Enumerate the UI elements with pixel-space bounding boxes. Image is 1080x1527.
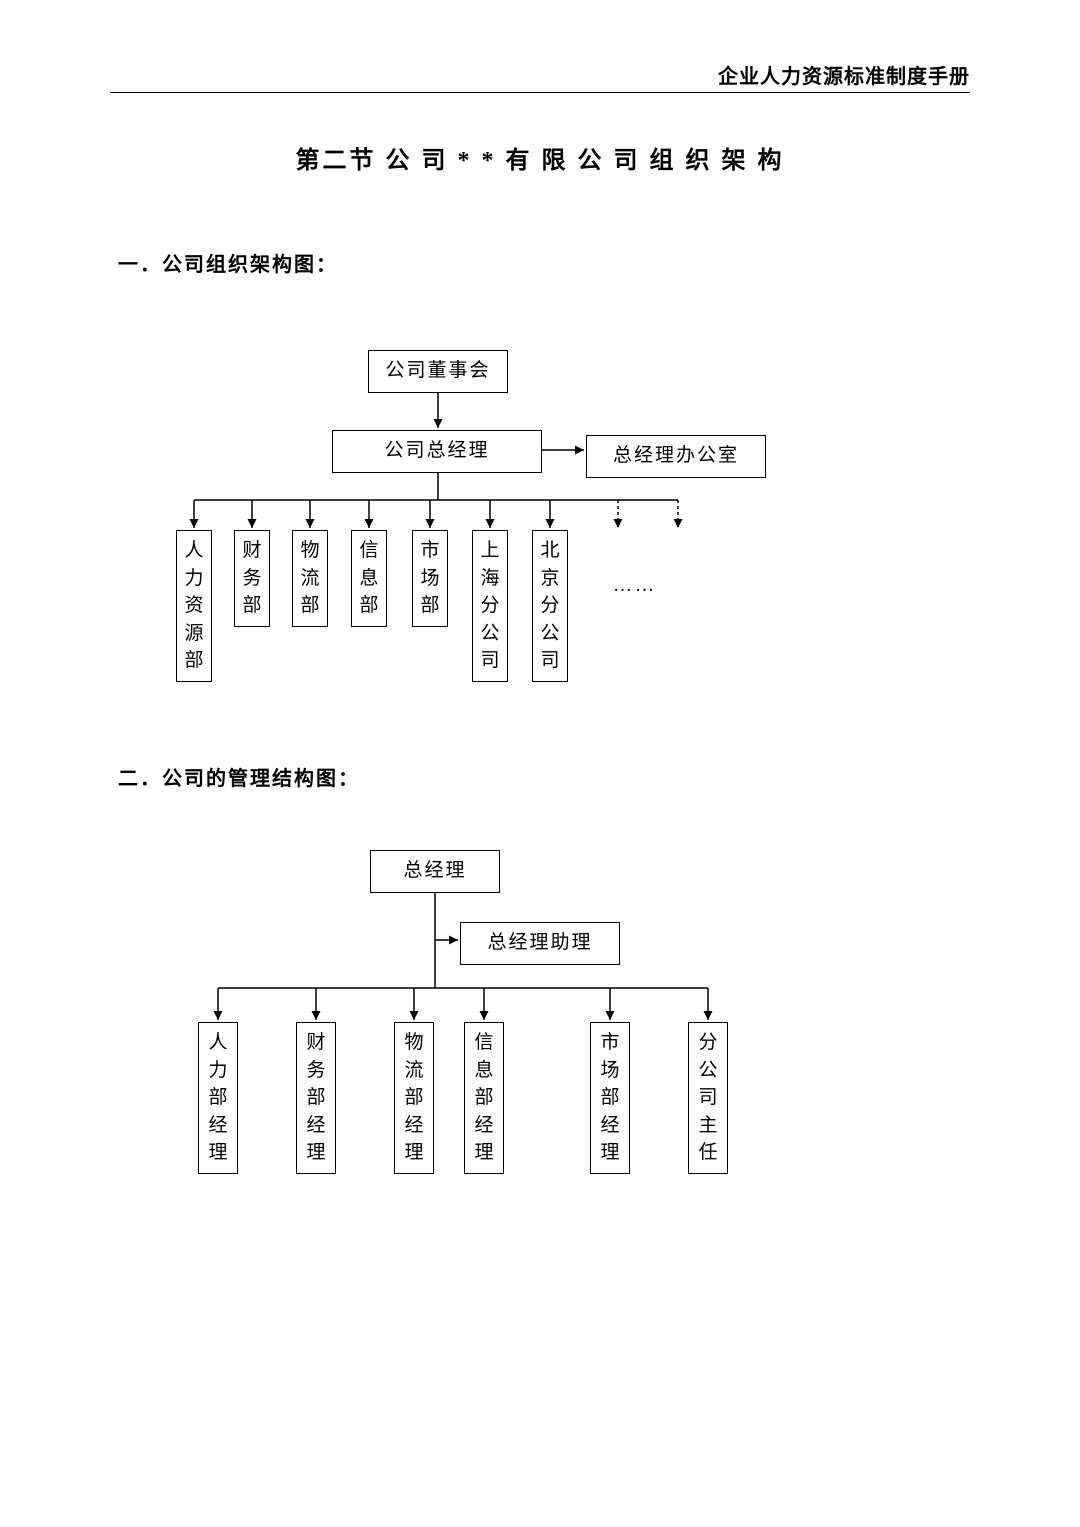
org-chart-2-connectors xyxy=(170,850,910,1220)
page-header: 企业人力资源标准制度手册 xyxy=(718,60,970,89)
org-chart-1-connectors xyxy=(118,350,948,690)
header-rule xyxy=(110,92,970,93)
page-title: 第二节 公 司 * * 有 限 公 司 组 织 架 构 xyxy=(0,140,1080,175)
section-2-heading: 二．公司的管理结构图： xyxy=(118,762,360,791)
document-page: 企业人力资源标准制度手册 第二节 公 司 * * 有 限 公 司 组 织 架 构… xyxy=(0,0,1080,1527)
section-1-heading: 一．公司组织架构图： xyxy=(118,248,338,277)
org-chart-2: 总经理 总经理助理 人力部经理财务部经理物流部经理信息部经理市场部经理分公司主任 xyxy=(170,850,910,1220)
org-chart-1: 公司董事会 公司总经理 总经理办公室 人力资源部财务部物流部信息部市场部上海分公… xyxy=(118,350,948,690)
